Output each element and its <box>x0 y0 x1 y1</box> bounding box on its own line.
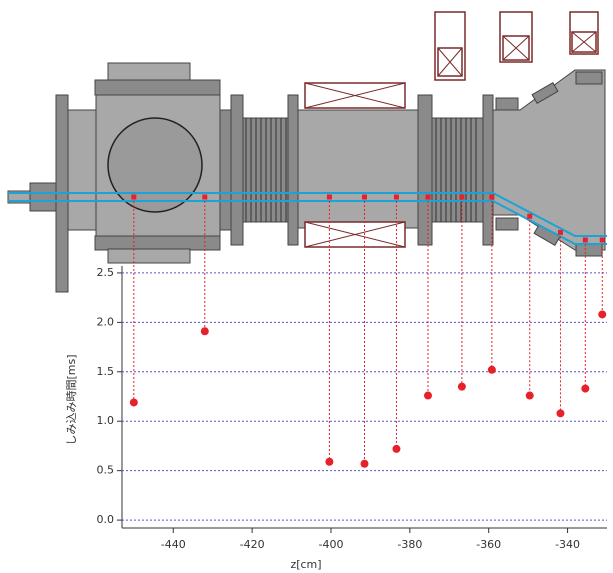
y-tick-label: 2.0 <box>97 315 115 328</box>
point <box>556 409 564 417</box>
beam-marker <box>131 195 136 200</box>
beam-marker <box>327 195 332 200</box>
beam-marker <box>558 230 563 235</box>
point <box>581 385 589 393</box>
point <box>488 366 496 374</box>
point <box>598 310 606 318</box>
point <box>325 458 333 466</box>
point <box>424 392 432 400</box>
x-tick-label: -400 <box>318 538 343 551</box>
chart: z[cm] しみ込み時間[ms] 0.0 0.5 1.0 1.5 2.0 2.5 -440 -… <box>0 0 613 573</box>
beam-marker <box>425 195 430 200</box>
x-tick-label: -380 <box>397 538 422 551</box>
beam-marker <box>489 195 494 200</box>
x-tick-label: -360 <box>476 538 501 551</box>
x-tick-label: -340 <box>555 538 580 551</box>
x-tick-label: -440 <box>161 538 186 551</box>
y-axis-label: しみ込み時間[ms] <box>65 354 78 445</box>
beam-marker <box>583 238 588 243</box>
point <box>526 392 534 400</box>
beam-marker <box>527 214 532 219</box>
point <box>458 383 466 391</box>
beam-marker <box>202 195 207 200</box>
x-tick-label: -420 <box>240 538 265 551</box>
y-tick-label: 1.5 <box>97 365 115 378</box>
point <box>392 445 400 453</box>
beam-marker <box>394 195 399 200</box>
x-axis-label: z[cm] <box>290 558 321 571</box>
point <box>130 398 138 406</box>
beamline-diagram <box>8 12 607 292</box>
point <box>361 460 369 468</box>
y-tick-label: 0.0 <box>97 513 115 526</box>
beam-marker <box>459 195 464 200</box>
beam-marker <box>600 238 605 243</box>
y-tick-label: 1.0 <box>97 414 115 427</box>
y-tick-label: 0.5 <box>97 464 115 477</box>
point <box>201 327 209 335</box>
beam-marker <box>362 195 367 200</box>
y-tick-label: 2.5 <box>97 266 115 279</box>
